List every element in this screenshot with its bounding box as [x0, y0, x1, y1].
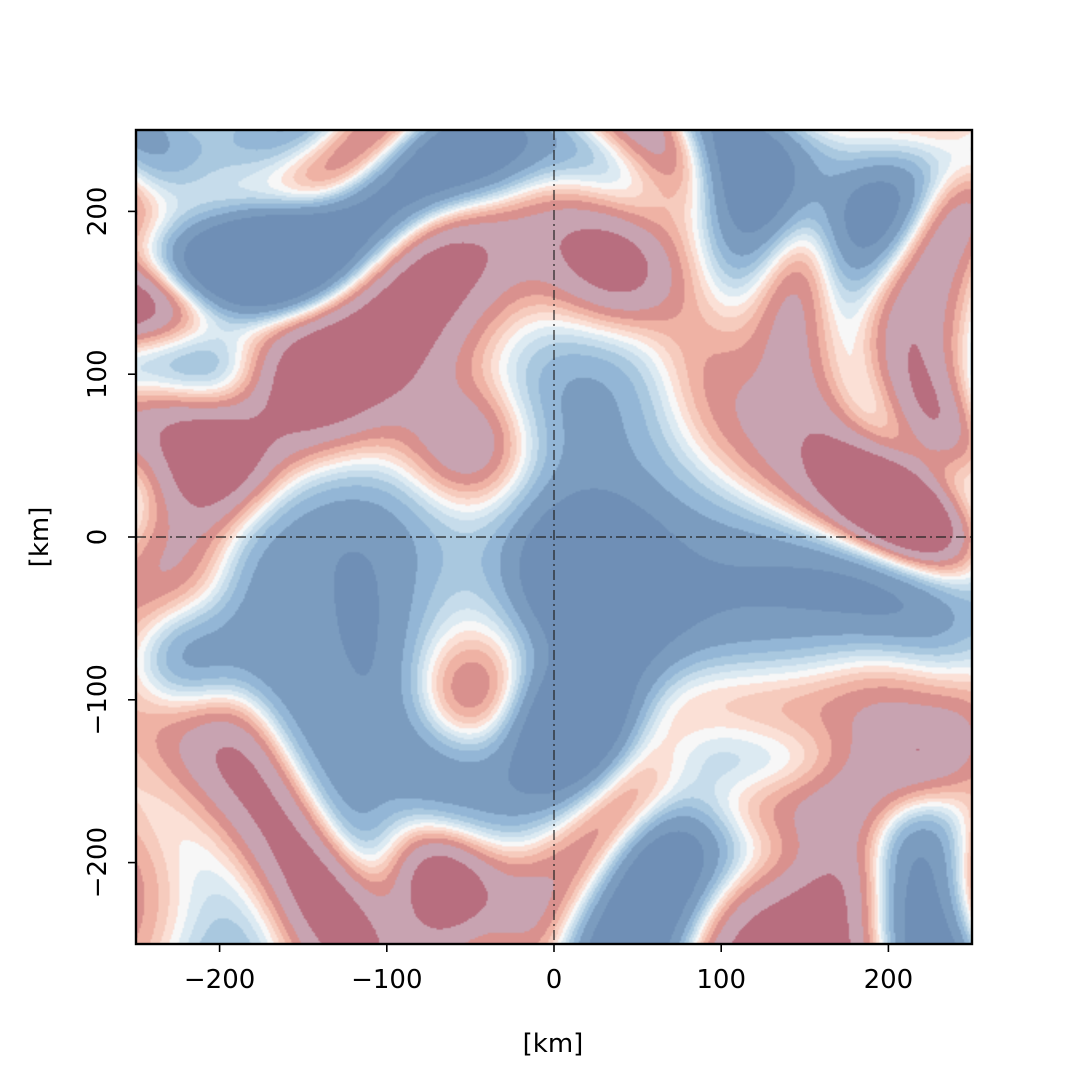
y-axis-label: [km] [25, 507, 55, 568]
x-tick-label: 100 [696, 965, 746, 995]
y-tick-label: −200 [83, 827, 113, 898]
y-axis-ticks: −200 −100 0 100 200 [83, 187, 136, 898]
x-tick-label: 0 [546, 965, 563, 995]
x-tick-label: −200 [184, 965, 255, 995]
x-tick-label: −100 [351, 965, 422, 995]
x-tick-label: 200 [864, 965, 914, 995]
y-tick-label: −100 [83, 664, 113, 735]
plot-area [134, 128, 974, 946]
x-axis-label: [km] [523, 1029, 584, 1059]
y-tick-label: 200 [83, 187, 113, 237]
y-tick-label: 100 [83, 349, 113, 399]
y-tick-label: 0 [83, 529, 113, 546]
x-axis-ticks: −200 −100 0 100 200 [184, 944, 913, 995]
